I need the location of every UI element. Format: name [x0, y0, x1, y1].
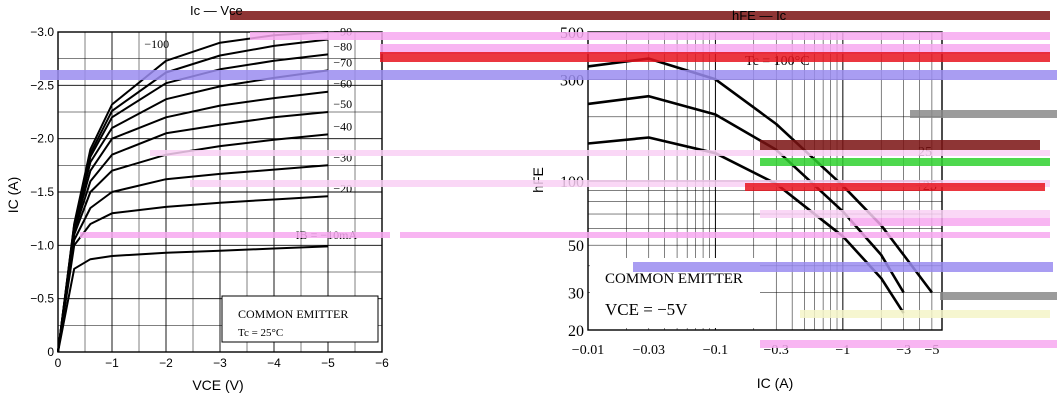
artifact-band	[910, 110, 1057, 118]
artifact-band	[230, 11, 1050, 20]
left-header-fragment: Ic — Vce	[190, 3, 243, 18]
y-tick-label: −1.0	[30, 238, 54, 252]
y-tick-label: −2.5	[30, 78, 54, 92]
artifact-band	[760, 340, 1057, 348]
y-tick-label: 50	[568, 238, 584, 255]
y-tick-label: 0	[47, 345, 54, 359]
x-tick-label: 0	[55, 356, 62, 370]
ic-vce-annotation-box	[221, 295, 379, 343]
ic-vce-x-tick-labels: 0 −1 −2 −3 −4 −5 −6	[55, 356, 390, 370]
right-header-fragment: hFE — Ic	[732, 8, 787, 23]
artifact-band	[760, 210, 1050, 218]
artifact-band	[250, 32, 1050, 40]
ic-vce-plot-frame	[57, 31, 383, 353]
artifact-band	[150, 150, 1050, 156]
x-tick-label: −3	[213, 356, 227, 370]
ic-vce-series-label: −80	[333, 39, 352, 53]
ic-vce-series-label: −100	[144, 37, 169, 51]
ic-vce-series-line	[57, 195, 329, 353]
x-tick-label: −1	[105, 356, 119, 370]
artifact-band	[940, 292, 1057, 300]
y-tick-label: −2.0	[30, 132, 54, 146]
ic-vce-series-label: −40	[333, 119, 352, 133]
artifact-band	[850, 218, 1050, 226]
y-tick-label: 20	[568, 323, 584, 340]
ic-vce-series-line	[57, 133, 329, 353]
artifact-band	[745, 183, 1045, 191]
y-tick-label: −0.5	[30, 292, 54, 306]
ic-vce-annotation-mode: COMMON EMITTER	[238, 307, 348, 321]
scan-artifact-bands	[40, 11, 1057, 348]
x-tick-label: −5	[321, 356, 335, 370]
ic-vce-series-label: −70	[333, 55, 352, 69]
ic-vce-series-line	[57, 164, 329, 353]
ic-vce-series-label: −50	[333, 97, 352, 111]
hfe-ic-annotation-vce: VCE = −5V	[605, 300, 688, 319]
artifact-band	[760, 140, 1040, 150]
ic-vce-curves	[57, 31, 329, 353]
ic-vce-x-axis-label: VCE (V)	[192, 377, 243, 393]
artifact-band	[380, 52, 1050, 62]
hfe-ic-annotation-mode: COMMON EMITTER	[605, 271, 743, 287]
x-tick-label: −0.01	[572, 343, 604, 358]
hfe-ic-x-axis-label: IC (A)	[757, 375, 794, 391]
y-tick-label: 30	[568, 285, 584, 302]
ic-vce-y-axis-label: IC (A)	[5, 177, 21, 214]
y-tick-label: −3.0	[30, 25, 54, 39]
ic-vce-y-tick-labels: 0 −0.5 −1.0 −1.5 −2.0 −2.5 −3.0	[30, 25, 54, 359]
ic-vce-series-line	[57, 245, 329, 353]
artifact-band	[760, 158, 1050, 166]
ic-vce-series-label: −60	[333, 77, 352, 91]
artifact-band	[380, 44, 1050, 54]
y-tick-label: −1.5	[30, 185, 54, 199]
x-tick-label: −0.1	[703, 343, 728, 358]
artifact-band	[800, 310, 1050, 318]
artifact-band	[190, 180, 1050, 187]
artifact-band	[633, 262, 1053, 272]
x-tick-label: −2	[159, 356, 173, 370]
x-tick-label: −6	[375, 356, 389, 370]
artifact-band	[40, 70, 1057, 80]
x-tick-label: −0.03	[633, 343, 665, 358]
ic-vce-annotation-temp: Tc = 25°C	[238, 327, 283, 339]
artifact-band	[400, 232, 1050, 238]
artifact-band	[80, 232, 390, 238]
x-tick-label: −4	[267, 356, 281, 370]
